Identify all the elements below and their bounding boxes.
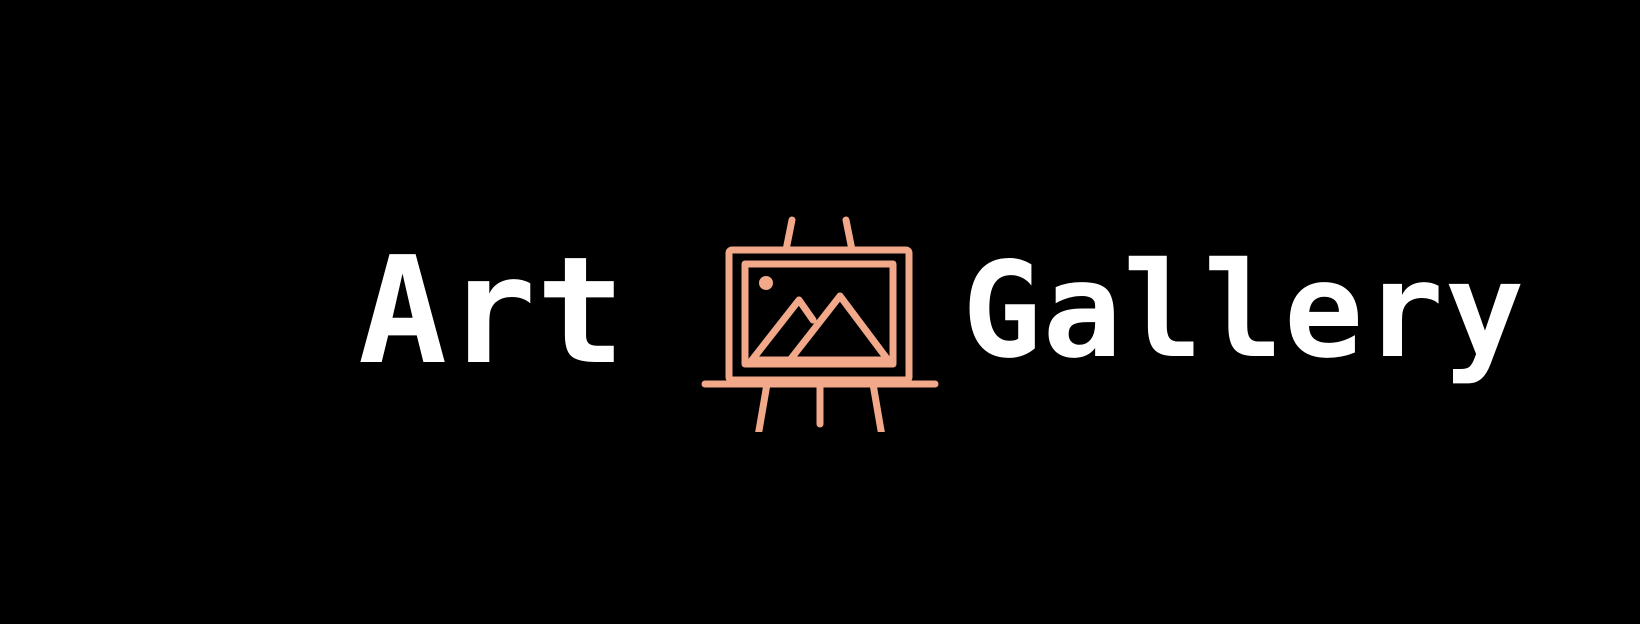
logo-word-art: Art <box>358 225 626 397</box>
logo-word-gallery: Gallery <box>962 234 1526 388</box>
easel-painting-icon <box>701 216 939 432</box>
